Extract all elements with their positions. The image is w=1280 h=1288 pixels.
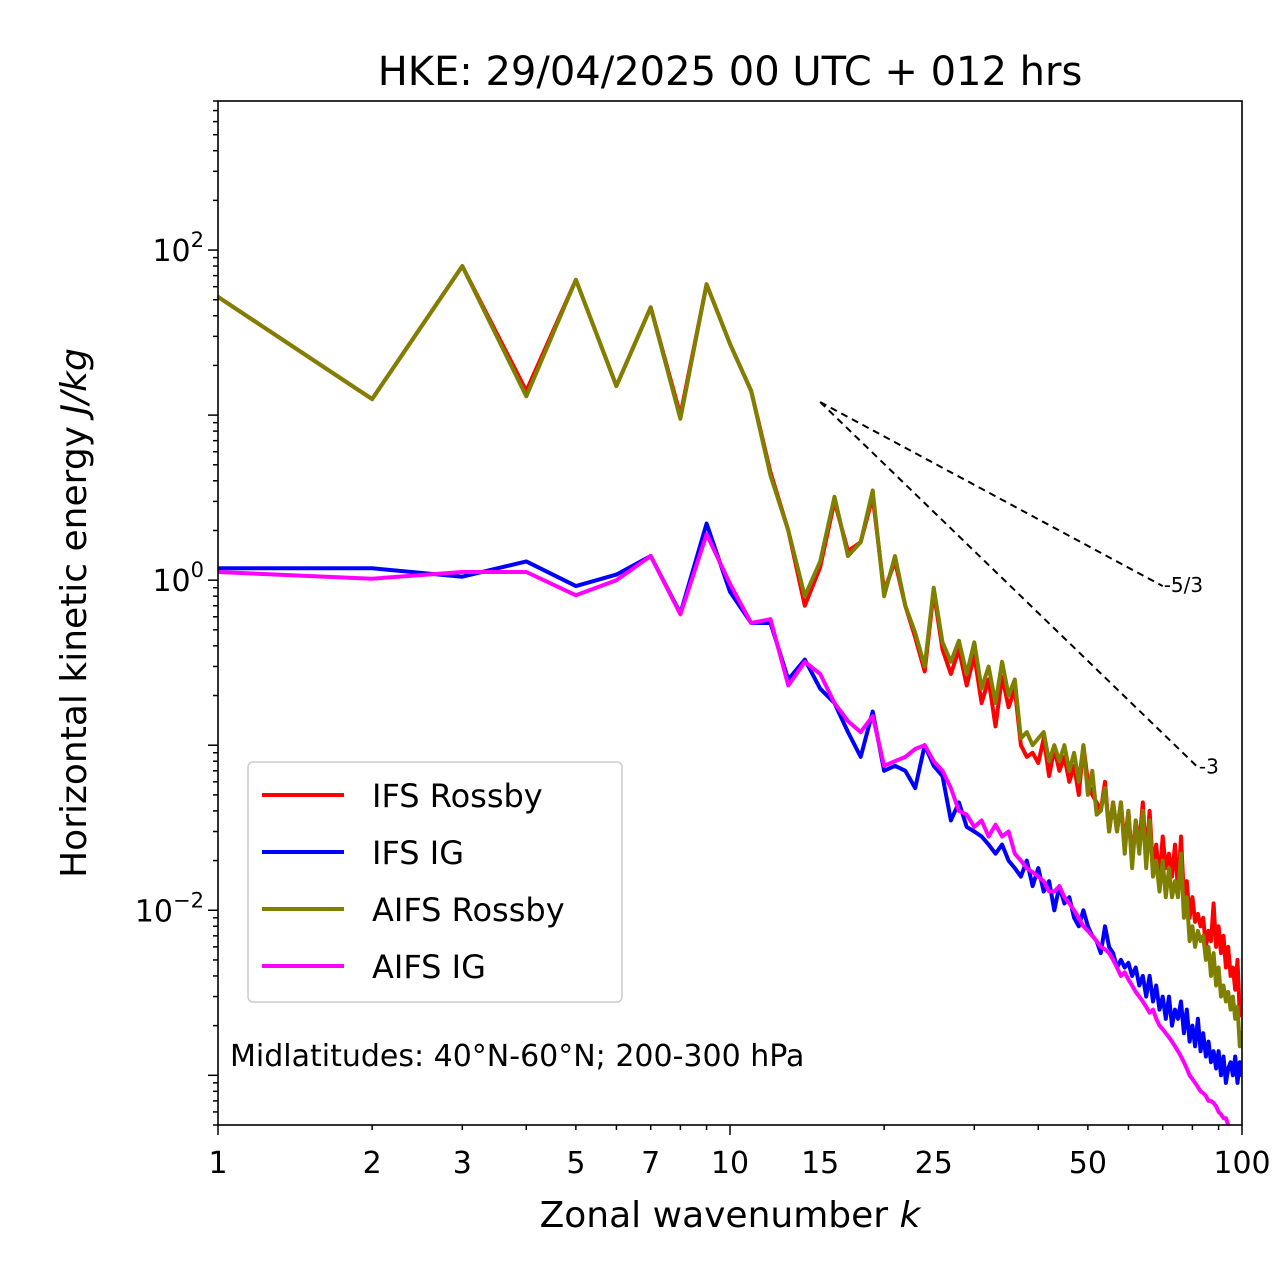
x-tick-label: 3 — [453, 1146, 472, 1181]
x-tick-label: 50 — [1069, 1146, 1107, 1181]
reference-line-slope-3 — [819, 401, 1199, 769]
x-axis-label-text: Zonal wavenumber — [540, 1195, 889, 1236]
plot-frame — [217, 100, 1243, 1126]
legend-label-ifs-ig: IFS IG — [372, 834, 464, 872]
legend: IFS Rossby IFS IG AIFS Rossby AIFS IG — [247, 761, 623, 1003]
reference-slope-lines: -5/3 -3 — [819, 401, 1219, 778]
x-tick-label: 100 — [1213, 1146, 1270, 1181]
x-axis-label-variable: k — [900, 1195, 923, 1236]
x-tick-label: 7 — [641, 1146, 660, 1181]
reference-line-label-3: -3 — [1199, 754, 1219, 778]
reference-line-slope-5-3 — [819, 401, 1164, 587]
series-layer — [218, 264, 1242, 1125]
legend-box — [247, 761, 623, 1003]
reference-line-label-5-3: -5/3 — [1164, 573, 1203, 597]
y-axis-label-units: J/kg — [54, 348, 95, 420]
x-tick-label: 5 — [566, 1146, 585, 1181]
chart-title: HKE: 29/04/2025 00 UTC + 012 hrs — [378, 49, 1083, 95]
legend-label-ifs-rossby: IFS Rossby — [372, 777, 543, 815]
series-line-aifs-ig — [218, 532, 1231, 1125]
y-tick-label: 102 — [152, 228, 204, 269]
region-annotation: Midlatitudes: 40°N-60°N; 200-300 hPa — [230, 1039, 804, 1074]
x-tick-label: 10 — [711, 1146, 749, 1181]
x-tick-label: 2 — [363, 1146, 382, 1181]
legend-label-aifs-ig: AIFS IG — [372, 948, 486, 986]
y-tick-label: 10−2 — [135, 888, 204, 929]
axis-ticks: 1 2 3 5 7 10 15 25 50 100 10−2 100 102 — [135, 100, 1271, 1181]
x-axis-label: Zonal wavenumber k — [540, 1195, 923, 1236]
series-line-aifs-rossby — [218, 264, 1242, 1049]
x-tick-label: 1 — [208, 1146, 227, 1181]
x-tick-label: 15 — [801, 1146, 839, 1181]
y-tick-label: 100 — [152, 558, 204, 599]
y-axis-label-text: Horizontal kinetic energy — [54, 426, 95, 878]
y-axis-label: Horizontal kinetic energy J/kg — [54, 348, 95, 878]
x-tick-label: 25 — [915, 1146, 953, 1181]
legend-label-aifs-rossby: AIFS Rossby — [372, 891, 565, 929]
